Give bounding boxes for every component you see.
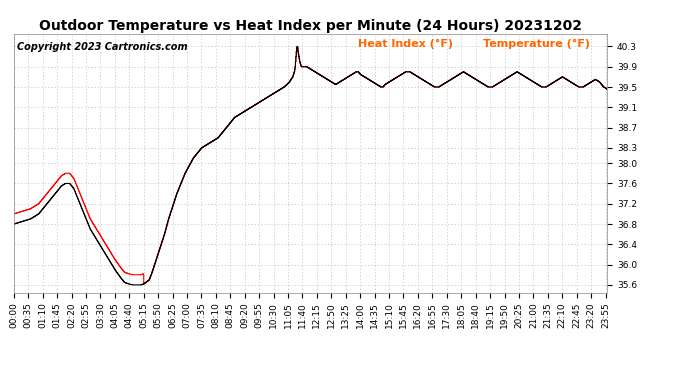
Text: Heat Index (°F): Heat Index (°F) (358, 39, 453, 49)
Text: Temperature (°F): Temperature (°F) (482, 39, 589, 49)
Text: Copyright 2023 Cartronics.com: Copyright 2023 Cartronics.com (17, 42, 188, 51)
Title: Outdoor Temperature vs Heat Index per Minute (24 Hours) 20231202: Outdoor Temperature vs Heat Index per Mi… (39, 19, 582, 33)
